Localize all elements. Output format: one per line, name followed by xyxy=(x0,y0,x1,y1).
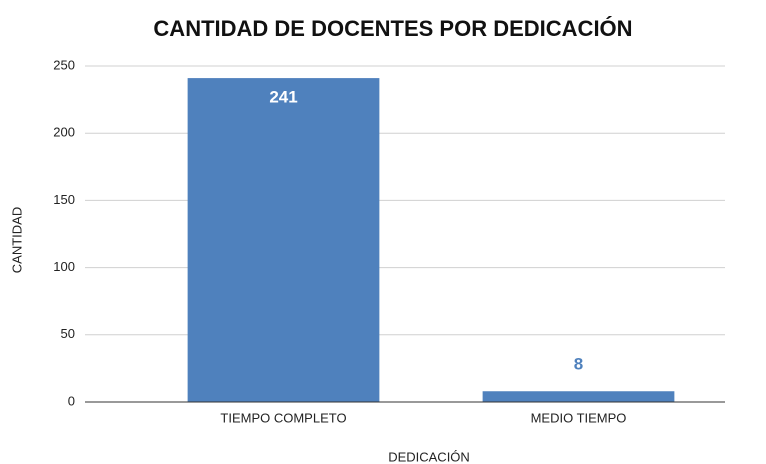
bar xyxy=(187,78,380,402)
bar xyxy=(482,391,675,402)
y-tick-label: 150 xyxy=(53,192,75,207)
chart-title: CANTIDAD DE DOCENTES POR DEDICACIÓN xyxy=(153,16,632,41)
x-tick-label: TIEMPO COMPLETO xyxy=(220,410,346,425)
y-tick-label: 0 xyxy=(68,393,75,408)
y-tick-label: 250 xyxy=(53,57,75,72)
x-tick-label: MEDIO TIEMPO xyxy=(531,410,627,425)
x-axis-label: DEDICACIÓN xyxy=(388,449,470,464)
y-tick-label: 100 xyxy=(53,259,75,274)
y-tick-label: 50 xyxy=(61,326,75,341)
data-label: 241 xyxy=(269,88,297,107)
y-axis-label: CANTIDAD xyxy=(9,207,24,273)
y-tick-label: 200 xyxy=(53,125,75,140)
data-label: 8 xyxy=(574,355,583,374)
